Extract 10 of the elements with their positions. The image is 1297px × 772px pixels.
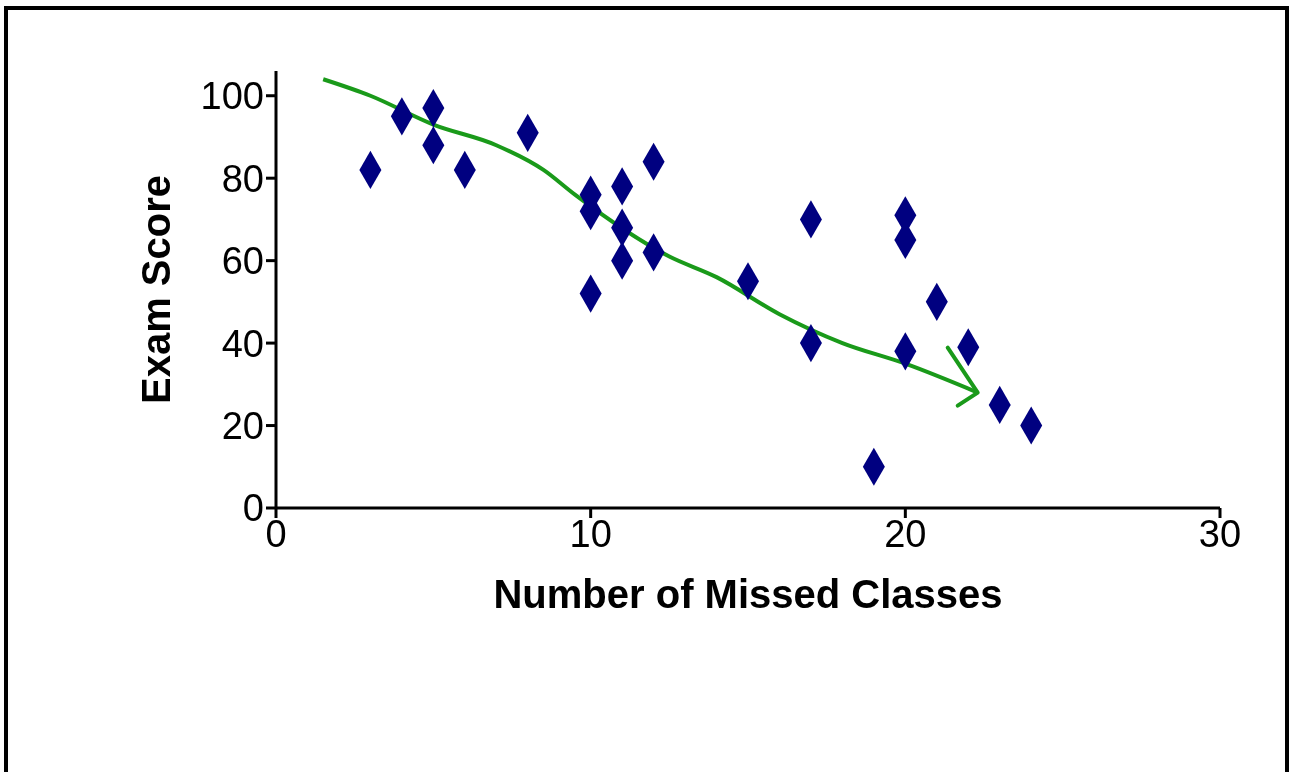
y-tick-label: 80 — [221, 157, 264, 200]
y-tick-label: 100 — [200, 75, 264, 118]
y-tick-label: 20 — [221, 405, 264, 448]
y-tick-label: 40 — [221, 322, 264, 365]
x-axis-title: Number of Missed Classes — [493, 572, 1003, 616]
x-tick-label: 10 — [569, 512, 612, 555]
x-tick-label: 20 — [884, 512, 927, 555]
x-tick-label: 30 — [1198, 512, 1242, 555]
y-axis-title: Exam Score — [134, 174, 179, 405]
y-tick-label: 60 — [221, 240, 264, 283]
